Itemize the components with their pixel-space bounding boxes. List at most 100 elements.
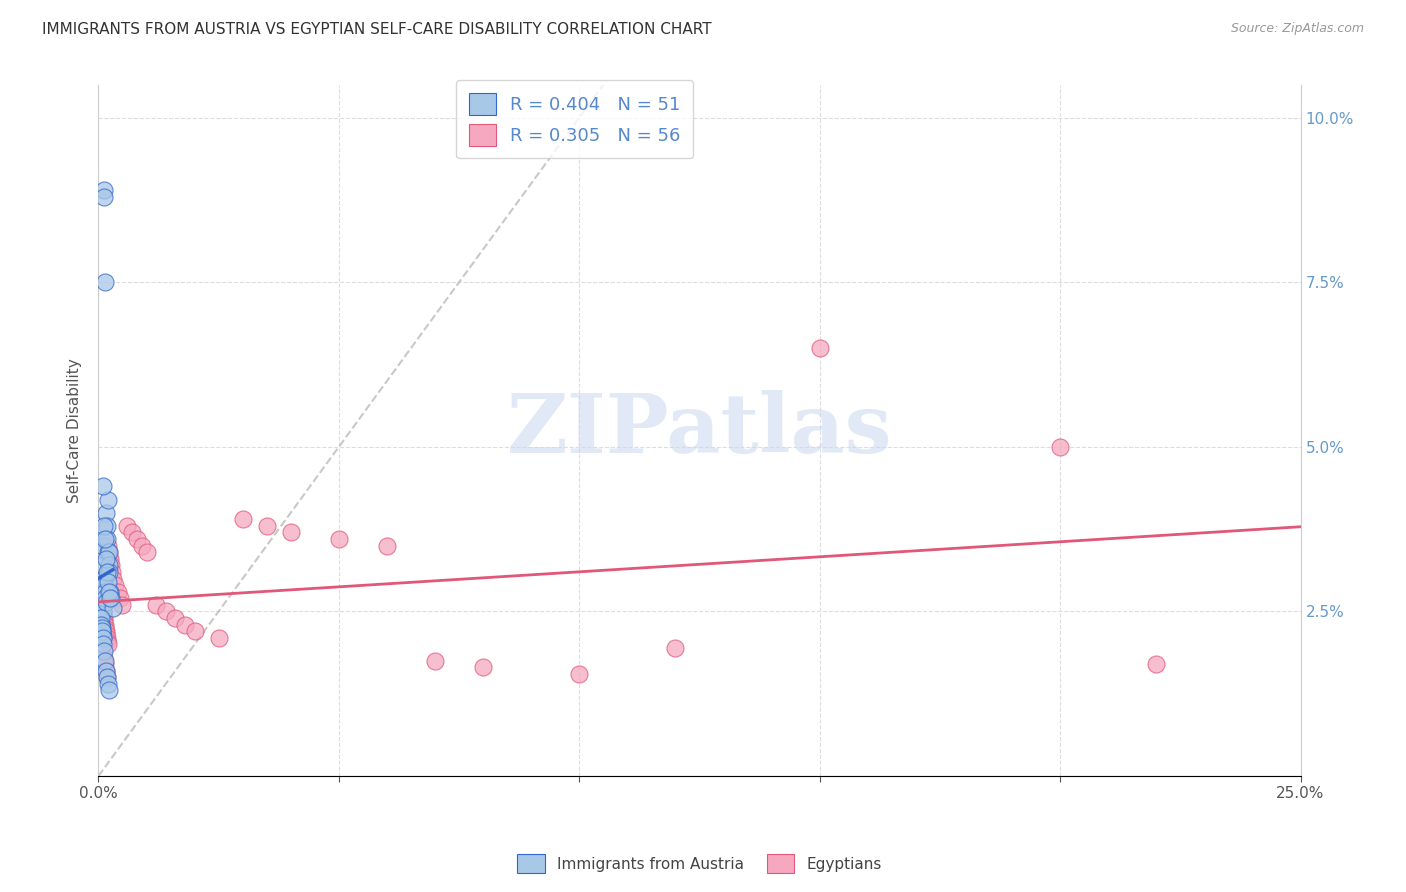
Point	[93, 519, 115, 533]
Point	[96, 670, 118, 684]
Point	[91, 624, 114, 639]
Point	[98, 584, 121, 599]
Point	[96, 532, 118, 546]
Point	[96, 677, 118, 691]
Point	[121, 525, 143, 540]
Point	[93, 584, 115, 599]
Point	[125, 532, 148, 546]
Point	[98, 551, 121, 566]
Point	[90, 617, 112, 632]
Point	[96, 519, 118, 533]
Point	[208, 631, 231, 645]
Point	[90, 621, 112, 635]
Point	[94, 591, 117, 606]
Point	[568, 667, 591, 681]
Point	[96, 670, 118, 684]
Point	[96, 545, 118, 559]
Point	[135, 545, 157, 559]
Point	[96, 565, 118, 579]
Point	[100, 558, 122, 573]
Point	[90, 598, 112, 612]
Point	[98, 558, 121, 573]
Point	[100, 584, 122, 599]
Point	[96, 634, 118, 648]
Point	[90, 584, 112, 599]
Point	[91, 631, 114, 645]
Point	[104, 578, 127, 592]
Point	[94, 506, 117, 520]
Point	[91, 582, 114, 596]
Point	[808, 341, 831, 355]
Point	[94, 551, 117, 566]
Point	[174, 617, 197, 632]
Point	[96, 637, 118, 651]
Point	[108, 591, 131, 606]
Point	[90, 621, 112, 635]
Point	[90, 591, 112, 606]
Point	[97, 683, 120, 698]
Point	[1144, 657, 1167, 672]
Point	[328, 532, 350, 546]
Point	[91, 479, 114, 493]
Point	[91, 604, 114, 618]
Point	[93, 275, 115, 289]
Point	[98, 591, 121, 606]
Point	[155, 604, 177, 618]
Point	[93, 615, 115, 629]
Text: ZIPatlas: ZIPatlas	[506, 391, 893, 470]
Point	[117, 519, 139, 533]
Y-axis label: Self-Care Disability: Self-Care Disability	[67, 358, 83, 503]
Point	[90, 611, 112, 625]
Point	[100, 591, 122, 606]
Point	[93, 594, 115, 608]
Point	[91, 607, 114, 622]
Point	[91, 588, 114, 602]
Point	[91, 604, 114, 618]
Point	[90, 617, 112, 632]
Point	[145, 598, 167, 612]
Point	[98, 565, 121, 579]
Point	[93, 189, 115, 203]
Point	[232, 512, 254, 526]
Point	[256, 519, 278, 533]
Point	[94, 624, 117, 639]
Point	[93, 572, 115, 586]
Point	[183, 624, 205, 639]
Point	[93, 611, 115, 625]
Point	[94, 532, 117, 546]
Point	[91, 637, 114, 651]
Point	[90, 584, 112, 599]
Point	[101, 601, 124, 615]
Point	[93, 650, 115, 665]
Point	[96, 631, 118, 645]
Point	[1049, 440, 1071, 454]
Point	[91, 578, 114, 592]
Point	[97, 545, 120, 559]
Point	[97, 539, 120, 553]
Point	[94, 627, 117, 641]
Point	[94, 664, 117, 678]
Point	[91, 558, 114, 573]
Point	[472, 660, 495, 674]
Point	[91, 627, 114, 641]
Point	[111, 598, 134, 612]
Point	[97, 574, 120, 589]
Point	[93, 654, 115, 668]
Point	[90, 598, 112, 612]
Point	[98, 545, 121, 559]
Point	[131, 539, 153, 553]
Point	[93, 617, 115, 632]
Point	[101, 565, 124, 579]
Point	[107, 584, 129, 599]
Text: IMMIGRANTS FROM AUSTRIA VS EGYPTIAN SELF-CARE DISABILITY CORRELATION CHART: IMMIGRANTS FROM AUSTRIA VS EGYPTIAN SELF…	[42, 22, 711, 37]
Point	[91, 539, 114, 553]
Point	[93, 183, 115, 197]
Point	[93, 578, 115, 592]
Point	[101, 572, 124, 586]
Point	[90, 624, 112, 639]
Point	[94, 664, 117, 678]
Text: Source: ZipAtlas.com: Source: ZipAtlas.com	[1230, 22, 1364, 36]
Point	[94, 621, 117, 635]
Point	[97, 492, 120, 507]
Point	[90, 591, 112, 606]
